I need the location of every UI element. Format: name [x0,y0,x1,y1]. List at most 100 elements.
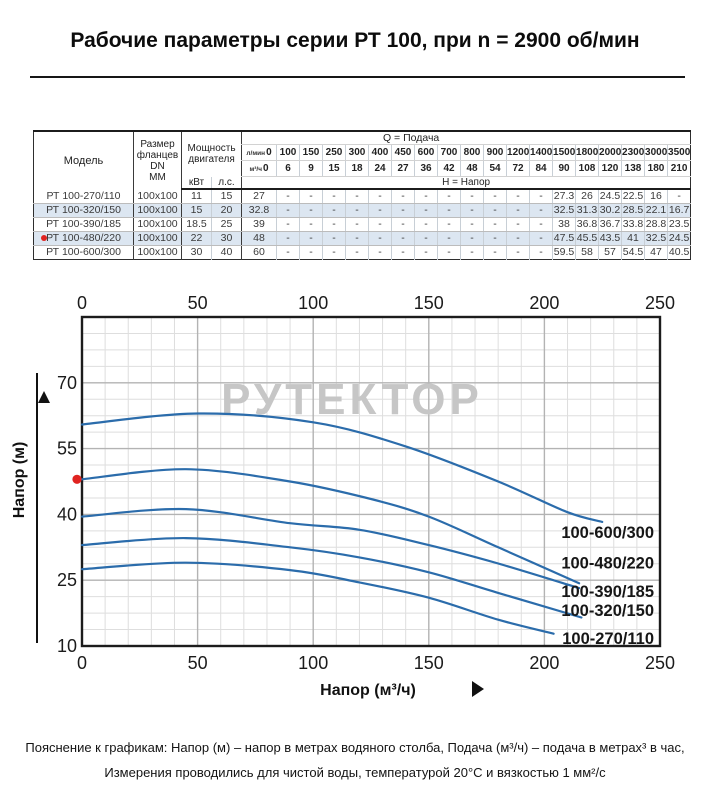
model-cell: РТ 100-320/150 [33,203,134,218]
value-cell: 16 [644,189,668,204]
value-cell: - [529,217,553,232]
value-cell: 22.1 [644,203,668,218]
y-tick: 55 [57,439,77,459]
flow-m3h-54: 54 [483,160,507,177]
value-cell: 16.7 [667,203,691,218]
value-cell: 27 [241,189,277,204]
flow-m3h-108: 108 [575,160,599,177]
value-cell: 41 [621,231,645,246]
y-tick: 70 [57,373,77,393]
value-cell: 32.8 [241,203,277,218]
value-cell: - [437,203,461,218]
value-cell: - [529,245,553,259]
value-cell: 36.8 [575,217,599,232]
flow-lmin-400: 400 [368,144,392,161]
x-tick-bottom: 100 [298,653,328,673]
value-cell: - [460,217,484,232]
value-cell: 43.5 [598,231,622,246]
x-tick-top: 50 [188,293,208,313]
footnote-line-2: Измерения проводились для чистой воды, т… [104,765,606,780]
flow-m3h-210: 210 [667,160,691,177]
value-cell: - [299,245,323,259]
flow-lmin-150: 150 [299,144,323,161]
value-cell: - [437,189,461,204]
x-tick-top: 100 [298,293,328,313]
value-cell: 48 [241,231,277,246]
flow-lmin-700: 700 [437,144,461,161]
value-cell: - [345,245,369,259]
flow-m3h-9: 9 [299,160,323,177]
value-cell: - [506,217,530,232]
value-cell: 27.3 [552,189,576,204]
curve-label-100-270/110: 100-270/110 [562,630,654,648]
flow-m3h-24: 24 [368,160,392,177]
curve-label-100-600/300: 100-600/300 [561,524,654,542]
value-cell: - [391,217,415,232]
flow-m3h-180: 180 [644,160,668,177]
footnote-line-1: Пояснение к графикам: Напор (м) – напор … [25,740,685,755]
value-cell: - [529,203,553,218]
value-cell: - [414,189,438,204]
curve-label-100-320/150: 100-320/150 [561,602,654,620]
y-tick: 25 [57,570,77,590]
value-cell: - [322,189,346,204]
value-cell: - [506,203,530,218]
plot-frame [80,315,662,648]
value-cell: - [345,189,369,204]
flow-m3h-27: 27 [391,160,415,177]
flow-m3h-120: 120 [598,160,622,177]
flow-lmin-900: 900 [483,144,507,161]
model-cell: РТ 100-270/110 [33,189,134,204]
value-cell: 23.5 [667,217,691,232]
value-cell: - [529,231,553,246]
x-tick-top: 200 [529,293,559,313]
value-cell: - [483,203,507,218]
value-cell: 26 [575,189,599,204]
value-cell: - [368,217,392,232]
page-title: Рабочие параметры серии РТ 100, при n = … [70,29,640,52]
table-row: РТ 100-600/300 100x100 30 40 60- - - - - - - - - - - -5… [34,245,691,259]
value-cell: - [506,189,530,204]
value-cell: - [299,189,323,204]
flow-lmin-250: 250 [322,144,346,161]
table-row: РТ 100-270/110 100x100 11 15 27- - - - - - - - - - - -2… [33,189,691,204]
table-row: РТ 100-390/185 100x100 18.5 25 39- - - - - - - - - - -… [33,217,691,232]
value-cell: 24.5 [667,231,691,246]
flow-m3h-42: 42 [437,160,461,177]
flow-m3h-72: 72 [506,160,530,177]
curve-100-390/185 [80,507,581,590]
curve-100-480/220 [80,468,581,585]
curve-100-270/110 [80,561,555,635]
flow-lmin-1800: 1800 [575,144,599,161]
value-cell: - [368,189,392,204]
value-cell: - [529,189,553,204]
flow-lmin-2000: 2000 [598,144,622,161]
up-arrow-icon [38,391,50,403]
flow-m3h-84: 84 [529,160,553,177]
value-cell: - [391,245,415,259]
value-cell: - [345,231,369,246]
value-cell: - [460,203,484,218]
value-cell: - [299,231,323,246]
value-cell: - [368,245,392,259]
value-cell: 58 [575,245,599,259]
value-cell: - [299,203,323,218]
flow-m3h-6: 6 [276,160,300,177]
flow-lmin-450: 450 [391,144,415,161]
value-cell: - [483,245,507,259]
model-cell: РТ 100-390/185 [33,217,134,232]
value-cell: 30.2 [598,203,622,218]
value-cell: - [460,245,484,259]
unit-hp: л.с. [210,176,242,190]
value-cell: 36.7 [598,217,622,232]
curve-label-100-480/220: 100-480/220 [561,555,654,573]
x-tick-bottom: 150 [414,653,444,673]
flow-lmin-1200: 1200 [506,144,530,161]
value-cell: - [483,231,507,246]
value-cell: - [322,217,346,232]
value-cell: 33.8 [621,217,645,232]
value-cell: - [322,231,346,246]
value-cell: - [276,217,300,232]
